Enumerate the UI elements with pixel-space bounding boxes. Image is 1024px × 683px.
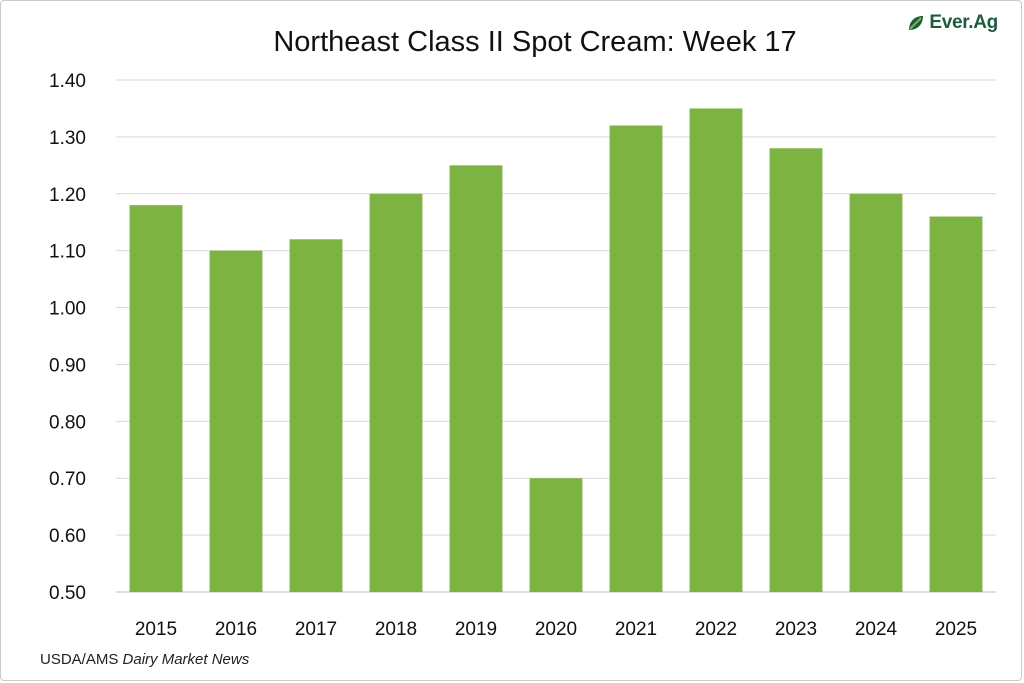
x-tick-label: 2017	[295, 619, 337, 640]
y-tick-label: 1.30	[49, 128, 86, 149]
y-tick-label: 1.10	[49, 242, 86, 263]
bar-2024	[849, 193, 903, 592]
y-tick-label: 1.00	[49, 299, 86, 320]
bar-2016	[209, 250, 263, 592]
x-tick-label: 2024	[855, 619, 898, 640]
y-tick-label: 0.90	[49, 355, 86, 376]
bar-2022	[689, 108, 743, 592]
bar-2017	[289, 239, 343, 593]
bars	[129, 108, 983, 593]
leaf-icon	[909, 16, 924, 30]
y-tick-label: 1.20	[49, 185, 86, 206]
y-tick-label: 1.40	[49, 71, 86, 92]
x-axis: 2015 2016 2017 2018 2019 2020 2021 2022 2023 2024…	[135, 619, 977, 640]
brand-logo-text: Ever.Ag	[929, 12, 998, 33]
x-tick-label: 2015	[135, 619, 177, 640]
x-tick-label: 2019	[455, 619, 497, 640]
y-tick-label: 0.50	[49, 583, 86, 604]
x-tick-label: 2025	[935, 619, 977, 640]
x-tick-label: 2023	[775, 619, 817, 640]
x-tick-label: 2022	[695, 619, 737, 640]
bar-2015	[129, 205, 183, 592]
source-publication: Dairy Market News	[122, 651, 250, 668]
source-prefix: USDA/AMS	[40, 651, 119, 668]
x-tick-label: 2018	[375, 619, 417, 640]
bar-2018	[369, 193, 423, 592]
x-tick-label: 2016	[215, 619, 257, 640]
x-tick-label: 2021	[615, 619, 657, 640]
y-tick-label: 0.60	[49, 526, 86, 547]
bar-2023	[769, 148, 823, 592]
bar-2025	[929, 216, 983, 593]
gridlines	[116, 79, 996, 593]
y-tick-label: 0.70	[49, 469, 86, 490]
bar-2021	[609, 125, 663, 592]
source-note: USDA/AMS Dairy Market News	[40, 651, 249, 668]
y-tick-label: 0.80	[49, 412, 86, 433]
bar-2019	[449, 165, 503, 593]
bar-2020	[529, 478, 583, 592]
brand-logo: Ever.Ag	[906, 12, 998, 34]
y-axis: 0.50 0.60 0.70 0.80 0.90 1.00 1.10 1.20 1.30 1.40	[49, 71, 86, 604]
x-tick-label: 2020	[535, 619, 577, 640]
chart-title: Northeast Class II Spot Cream: Week 17	[273, 26, 796, 58]
